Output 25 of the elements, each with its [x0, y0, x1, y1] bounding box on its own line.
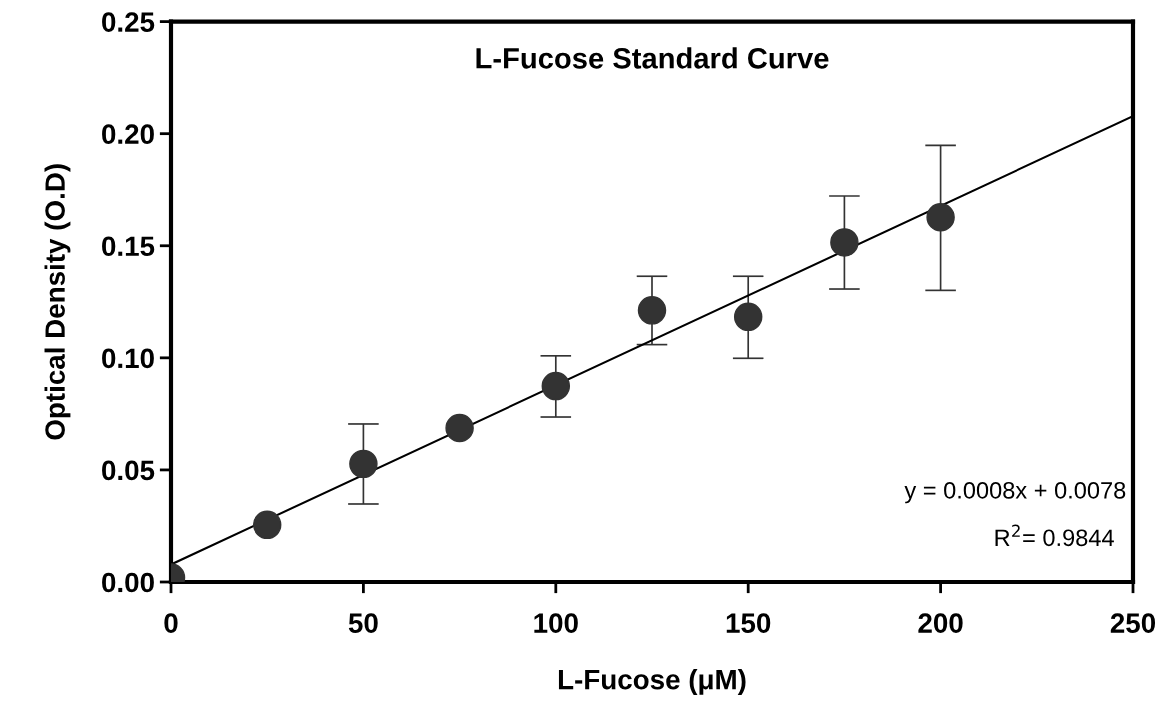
point — [252, 510, 282, 540]
point — [637, 296, 667, 325]
y-tick-label: 0.20 — [102, 124, 154, 145]
x-tick-label: 100 — [534, 613, 578, 633]
x-axis-title: L-Fucose (μM) — [558, 669, 746, 695]
x-tick-label: 200 — [918, 613, 963, 633]
x-tick-label: 50 — [348, 613, 378, 633]
x-tick-label: 0 — [164, 613, 178, 633]
y-tick-label: 0.10 — [102, 348, 154, 369]
text: L-Fucose Standard Curve — [476, 47, 829, 69]
y-tick-label: 0.25 — [102, 12, 155, 32]
point — [445, 413, 474, 443]
point — [926, 203, 955, 232]
annotation: y = 0.0008x + 0.0078 — [904, 481, 1126, 504]
y-tick-label: 0.00 — [102, 572, 154, 593]
point — [541, 371, 571, 401]
y-axis-title: Optical Density (O.D) — [44, 164, 71, 440]
annotation: R$^{2}$= 0.9844 — [995, 524, 1114, 547]
point — [830, 228, 859, 257]
x-tick-label: 150 — [726, 613, 771, 633]
y-tick-label: 0.15 — [102, 236, 155, 257]
point — [349, 449, 378, 479]
y-tick-label: 0.05 — [102, 460, 155, 481]
x-tick-label: 250 — [1110, 613, 1156, 633]
point — [733, 302, 763, 332]
